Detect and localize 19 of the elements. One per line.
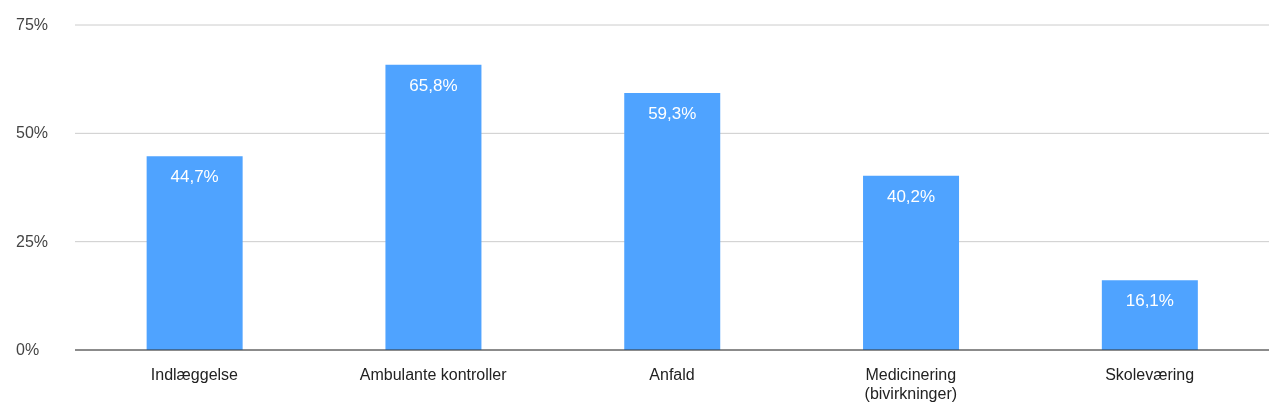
data-label: 59,3% (648, 104, 697, 124)
data-label: 16,1% (1125, 291, 1174, 311)
y-tick-label: 25% (16, 232, 49, 250)
bar (146, 156, 243, 350)
bar (1101, 280, 1198, 350)
bar (624, 93, 721, 350)
y-tick-label: 75% (16, 16, 49, 33)
bar (863, 175, 960, 350)
y-tick-label: 50% (16, 124, 49, 142)
y-tick-label: 0% (16, 341, 40, 358)
data-label: 44,7% (170, 167, 219, 187)
x-tick-label: Ambulante kontroller (359, 366, 508, 383)
x-tick-label: Anfald (649, 366, 695, 383)
x-tick-label: Medicinering (bivirkninger) (864, 366, 958, 402)
x-tick-label: Indlæggelse (150, 366, 239, 383)
data-label: 40,2% (886, 186, 936, 206)
x-tick-label: Skoleværing (1105, 366, 1195, 383)
bar (385, 64, 482, 350)
data-label: 65,8% (409, 75, 458, 95)
